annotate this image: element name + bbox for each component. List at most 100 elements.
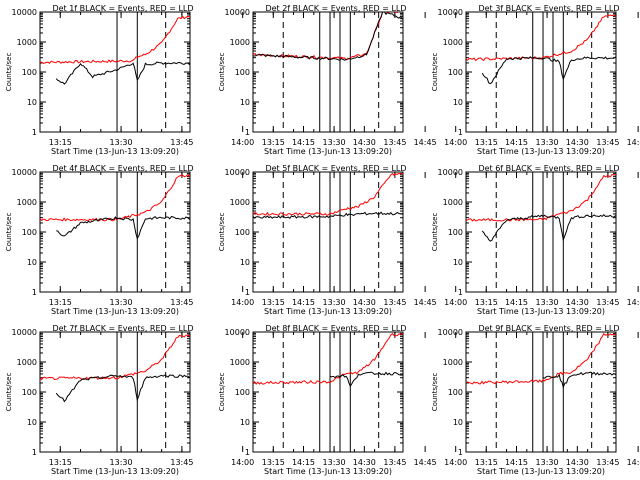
x-axis-title: Start Time (13-Jun-13 13:09:20) bbox=[51, 467, 179, 476]
y-axis-title: Counts/sec bbox=[218, 53, 226, 92]
y-tick-label: 1 bbox=[458, 448, 463, 457]
y-axis-title: Counts/sec bbox=[431, 213, 439, 252]
x-tick-label: 13:30 bbox=[110, 458, 133, 467]
y-tick-label: 100 bbox=[448, 388, 463, 397]
y-tick-label: 100 bbox=[235, 68, 250, 77]
y-tick-label: 10 bbox=[27, 258, 37, 267]
y-tick-label: 1000 bbox=[230, 198, 250, 207]
y-axis-title: Counts/sec bbox=[431, 373, 439, 412]
y-tick-label: 10000 bbox=[12, 8, 37, 17]
y-axis-title: Counts/sec bbox=[218, 373, 226, 412]
events-series-line bbox=[55, 61, 190, 85]
y-tick-label: 1 bbox=[245, 448, 250, 457]
y-tick-label: 100 bbox=[448, 68, 463, 77]
detector-panel-9: Det 9f BLACK = Events, RED = LLD 1 10 100 10… bbox=[431, 324, 620, 476]
y-axis-title: Counts/sec bbox=[218, 213, 226, 252]
x-axis-title: Start Time (13-Jun-13 13:09:20) bbox=[264, 147, 392, 156]
y-tick-label: 100 bbox=[22, 68, 37, 77]
y-tick-label: 10000 bbox=[438, 8, 463, 17]
x-axis-title: Start Time (13-Jun-13 13:09:20) bbox=[477, 307, 605, 316]
lld-series-line bbox=[466, 332, 616, 385]
x-tick-label: 14:30 bbox=[353, 298, 376, 307]
x-tick-label: 14:30 bbox=[566, 138, 589, 147]
x-tick-label: 14:45 bbox=[414, 298, 437, 307]
x-axis-title: Start Time (13-Jun-13 13:09:20) bbox=[264, 307, 392, 316]
x-tick-label: 13:15 bbox=[475, 138, 498, 147]
events-series-line bbox=[329, 371, 403, 388]
x-tick-label: 13:30 bbox=[323, 138, 346, 147]
plot-frame bbox=[39, 331, 191, 453]
panel-title: Det 8f BLACK = Events, RED = LLD bbox=[265, 324, 406, 333]
x-axis-title: Start Time (13-Jun-13 13:09:20) bbox=[264, 467, 392, 476]
x-tick-label: 14:15 bbox=[505, 138, 528, 147]
x-tick-label: 14:00 bbox=[231, 298, 254, 307]
x-axis-title: Start Time (13-Jun-13 13:09:20) bbox=[477, 467, 605, 476]
plot-frame bbox=[39, 11, 191, 133]
x-tick-label: 13:45 bbox=[383, 298, 406, 307]
x-axis-title: Start Time (13-Jun-13 13:09:20) bbox=[51, 147, 179, 156]
x-tick-label: 13:15 bbox=[262, 458, 285, 467]
plot-frame bbox=[465, 171, 617, 293]
events-series-line bbox=[55, 374, 190, 403]
detector-panel-3: Det 3f BLACK = Events, RED = LLD 1 10 100 10… bbox=[431, 4, 620, 156]
x-tick-label: 13:30 bbox=[536, 138, 559, 147]
y-tick-label: 10 bbox=[240, 418, 250, 427]
x-tick-label: 14:15 bbox=[292, 298, 315, 307]
x-tick-label: 14:00 bbox=[231, 458, 254, 467]
y-tick-label: 10 bbox=[453, 418, 463, 427]
y-tick-label: 100 bbox=[235, 388, 250, 397]
y-axis-title: Counts/sec bbox=[431, 53, 439, 92]
y-tick-label: 10000 bbox=[225, 8, 250, 17]
x-tick-label: 13:15 bbox=[475, 458, 498, 467]
detector-panel-7: Det 7f BLACK = Events, RED = LLD 1 10 100 10… bbox=[5, 324, 437, 476]
y-tick-label: 1000 bbox=[17, 38, 37, 47]
x-tick-label: 13:45 bbox=[170, 458, 193, 467]
y-tick-label: 1 bbox=[32, 448, 37, 457]
y-axis-title: Counts/sec bbox=[5, 373, 13, 412]
y-tick-label: 1000 bbox=[17, 358, 37, 367]
x-tick-label: 13:15 bbox=[49, 458, 72, 467]
lld-series-line bbox=[253, 332, 403, 385]
x-tick-label: 14:30 bbox=[566, 298, 589, 307]
plot-frame bbox=[252, 11, 404, 133]
x-tick-label: 14:15 bbox=[505, 458, 528, 467]
x-tick-label: 13:45 bbox=[383, 458, 406, 467]
x-tick-label: 13:15 bbox=[475, 298, 498, 307]
detector-panel-4: Det 4f BLACK = Events, RED = LLD 1 10 100 10… bbox=[5, 164, 437, 316]
x-tick-label: 14:30 bbox=[353, 138, 376, 147]
x-tick-label: 14:30 bbox=[566, 458, 589, 467]
panel-title: Det 1f BLACK = Events, RED = LLD bbox=[52, 4, 193, 13]
y-tick-label: 1000 bbox=[17, 198, 37, 207]
y-tick-label: 10000 bbox=[12, 328, 37, 337]
lld-series-line bbox=[40, 173, 190, 222]
y-tick-label: 10 bbox=[27, 418, 37, 427]
y-tick-label: 1 bbox=[458, 288, 463, 297]
lld-series-line bbox=[253, 12, 399, 61]
y-tick-label: 100 bbox=[22, 228, 37, 237]
y-tick-label: 1000 bbox=[230, 358, 250, 367]
x-tick-label: 14:00 bbox=[444, 298, 467, 307]
y-tick-label: 1000 bbox=[443, 198, 463, 207]
panel-title: Det 3f BLACK = Events, RED = LLD bbox=[478, 4, 619, 13]
x-axis-title: Start Time (13-Jun-13 13:09:20) bbox=[51, 307, 179, 316]
x-tick-label: 13:45 bbox=[170, 138, 193, 147]
x-tick-label: 13:30 bbox=[323, 458, 346, 467]
plot-frame bbox=[465, 331, 617, 453]
x-tick-label: 14:45 bbox=[627, 458, 640, 467]
x-tick-label: 13:30 bbox=[110, 138, 133, 147]
detector-panel-2: Det 2f BLACK = Events, RED = LLD 1 10 100 10… bbox=[218, 4, 640, 156]
y-tick-label: 10000 bbox=[438, 168, 463, 177]
events-series-line bbox=[56, 216, 190, 240]
y-tick-label: 1 bbox=[458, 128, 463, 137]
panel-title: Det 2f BLACK = Events, RED = LLD bbox=[265, 4, 406, 13]
y-tick-label: 1000 bbox=[443, 38, 463, 47]
detector-panel-5: Det 5f BLACK = Events, RED = LLD 1 10 100 10… bbox=[218, 164, 640, 316]
x-tick-label: 13:45 bbox=[596, 138, 619, 147]
y-tick-label: 100 bbox=[22, 388, 37, 397]
plot-frame bbox=[252, 171, 404, 293]
y-tick-label: 100 bbox=[235, 228, 250, 237]
x-tick-label: 13:30 bbox=[536, 298, 559, 307]
panel-title: Det 9f BLACK = Events, RED = LLD bbox=[478, 324, 619, 333]
x-tick-label: 14:45 bbox=[627, 298, 640, 307]
